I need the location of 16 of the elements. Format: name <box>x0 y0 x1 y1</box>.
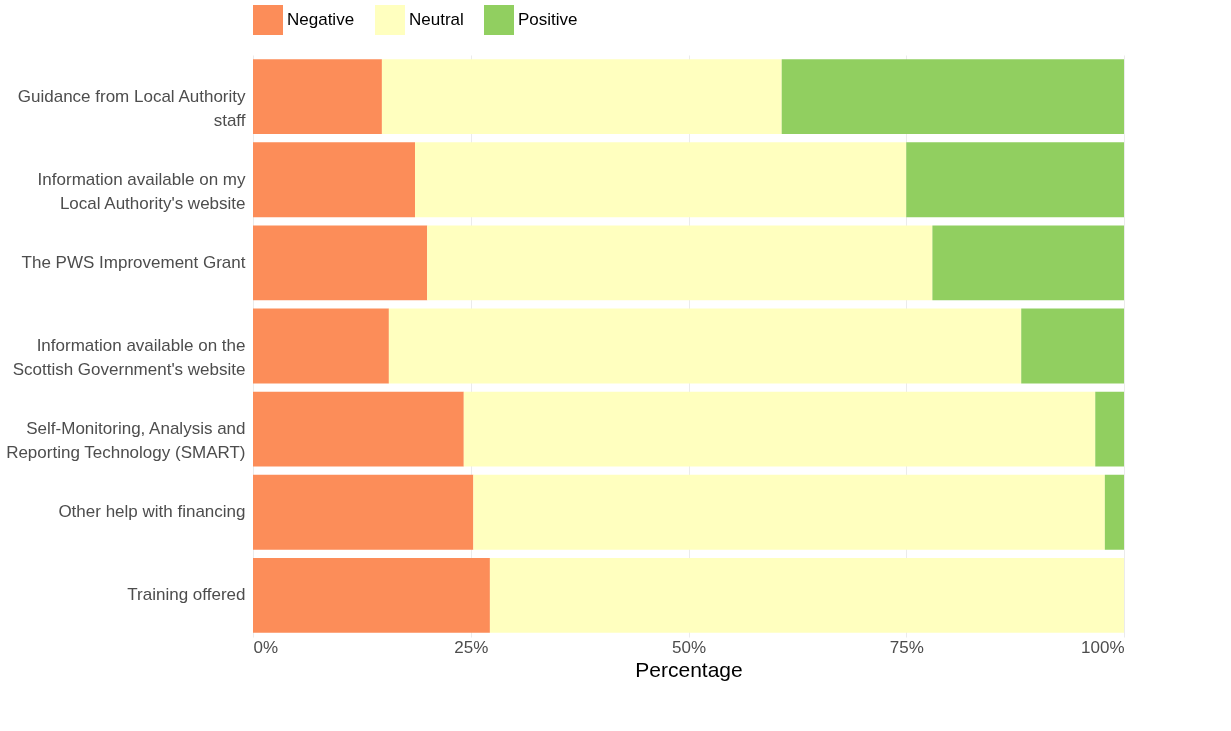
legend-label: Negative <box>287 10 355 29</box>
y-tick-label: Information available on the Scottish Government's website <box>12 336 246 379</box>
legend-label: Neutral <box>409 10 464 29</box>
legend-label: Positive <box>518 10 578 29</box>
y-tick-label: Guidance from Local Authority staff <box>17 86 246 130</box>
x-tick-label: 50% <box>671 637 707 657</box>
y-tick-label: Training offered <box>127 585 246 605</box>
y-tick-label: The PWS Improvement Grant <box>21 252 246 272</box>
y-tick-label: Information available on my Local Authority's website <box>37 169 246 213</box>
y-tick-label: Self-Monitoring, Analysis and Reporting Technology (SMART) <box>6 419 246 463</box>
x-tick-label: 25% <box>454 637 489 657</box>
x-tick-label: 100% <box>1081 637 1125 657</box>
y-tick-label: Other help with financing <box>58 502 246 522</box>
x-tick-label: 0% <box>253 637 279 657</box>
x-tick-label: 75% <box>889 637 924 657</box>
x-axis-title: Percentage <box>635 657 743 681</box>
